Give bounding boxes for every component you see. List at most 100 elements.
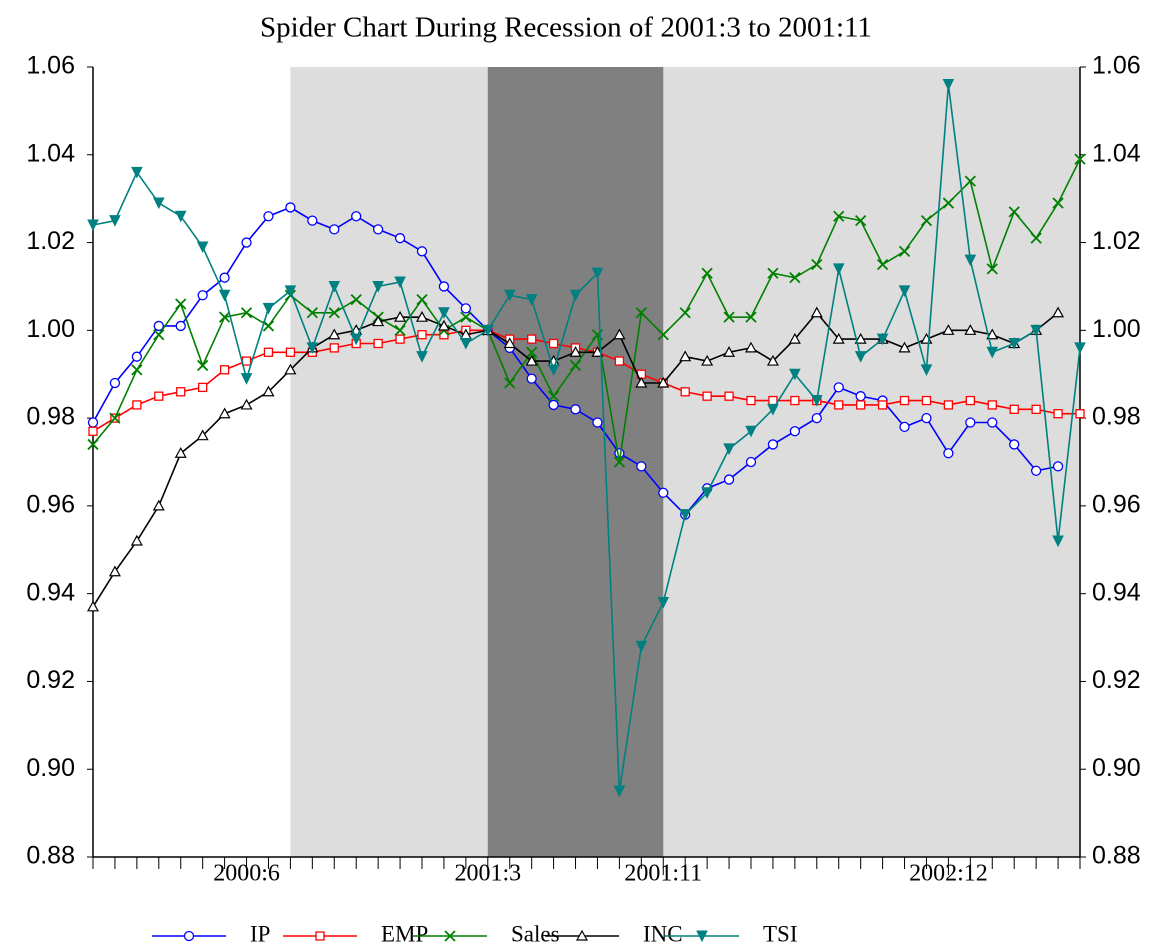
- marker: [635, 307, 647, 319]
- marker: [724, 391, 734, 401]
- marker: [394, 233, 406, 244]
- marker: [329, 224, 340, 235]
- marker: [240, 307, 253, 319]
- marker: [460, 311, 472, 323]
- marker: [284, 285, 297, 297]
- marker: [854, 332, 867, 344]
- marker: [285, 202, 296, 213]
- marker: [306, 342, 319, 355]
- legend-label: IP: [250, 921, 270, 946]
- marker: [548, 399, 559, 411]
- marker: [481, 324, 494, 337]
- marker: [1030, 232, 1042, 244]
- series-line: [92, 158, 1081, 463]
- marker: [767, 267, 779, 279]
- marker: [701, 487, 713, 499]
- marker: [657, 329, 669, 341]
- marker: [723, 443, 735, 455]
- y2-tick-label: 0.88: [1092, 842, 1141, 870]
- legend-item: INC: [545, 921, 683, 946]
- marker: [503, 289, 516, 302]
- y2-tick-label: 0.94: [1092, 578, 1141, 606]
- marker: [986, 328, 999, 340]
- marker: [570, 404, 581, 415]
- marker: [197, 359, 209, 372]
- marker: [438, 281, 450, 292]
- legend-item: EMP: [283, 921, 428, 946]
- marker: [746, 395, 756, 406]
- marker: [964, 324, 977, 335]
- marker: [504, 377, 516, 389]
- marker: [109, 412, 121, 424]
- y-tick-label: 0.94: [26, 578, 75, 606]
- marker: [175, 320, 186, 332]
- marker: [240, 373, 253, 385]
- marker: [329, 343, 339, 353]
- marker: [723, 346, 736, 357]
- marker: [438, 307, 450, 319]
- marker: [810, 395, 823, 407]
- marker: [876, 333, 889, 346]
- marker: [658, 487, 669, 498]
- y2-tick-label: 0.92: [1092, 666, 1141, 694]
- y-tick-label: 0.88: [26, 842, 75, 870]
- marker: [372, 280, 384, 293]
- marker: [987, 417, 998, 428]
- marker: [766, 354, 779, 366]
- marker: [262, 320, 275, 332]
- marker: [965, 417, 976, 428]
- marker: [1053, 409, 1063, 419]
- marker: [569, 289, 582, 302]
- y-tick-label: 1.04: [26, 139, 75, 167]
- marker: [834, 400, 844, 410]
- shaded-period: [487, 67, 664, 857]
- marker: [460, 303, 472, 314]
- marker: [350, 293, 362, 306]
- marker: [810, 306, 823, 318]
- marker: [921, 412, 932, 424]
- marker: [811, 412, 822, 424]
- marker: [526, 346, 538, 358]
- marker: [417, 330, 427, 340]
- marker: [898, 285, 911, 297]
- marker: [307, 215, 318, 226]
- marker: [526, 373, 537, 384]
- marker: [635, 640, 648, 653]
- marker: [306, 307, 318, 319]
- marker: [176, 387, 186, 397]
- y-tick-label: 0.92: [26, 666, 75, 694]
- y-tick-label: 0.90: [26, 754, 75, 782]
- shaded-period: [290, 67, 1080, 857]
- marker: [154, 391, 164, 401]
- marker: [613, 456, 626, 468]
- legend-item: TSI: [665, 921, 798, 946]
- marker: [942, 79, 955, 91]
- marker: [262, 302, 275, 315]
- marker: [372, 315, 385, 327]
- legend-label: INC: [643, 921, 683, 946]
- marker: [898, 341, 911, 353]
- marker: [1008, 338, 1021, 350]
- marker: [855, 391, 866, 402]
- marker: [613, 785, 626, 798]
- marker: [197, 290, 208, 301]
- marker: [416, 293, 428, 306]
- marker: [745, 311, 757, 323]
- marker: [328, 328, 341, 340]
- marker: [788, 332, 801, 344]
- marker: [394, 276, 406, 289]
- marker: [964, 254, 977, 267]
- marker: [1009, 404, 1019, 414]
- marker: [832, 332, 845, 344]
- marker: [219, 365, 230, 375]
- marker: [416, 246, 428, 257]
- marker: [1009, 439, 1020, 450]
- marker: [964, 175, 976, 187]
- marker: [679, 350, 692, 362]
- marker: [591, 346, 604, 357]
- marker: [744, 341, 758, 353]
- y-tick-label: 1.06: [26, 52, 75, 80]
- x-tick-label: 2001:11: [624, 861, 702, 887]
- y2-tick-label: 1.02: [1092, 227, 1141, 255]
